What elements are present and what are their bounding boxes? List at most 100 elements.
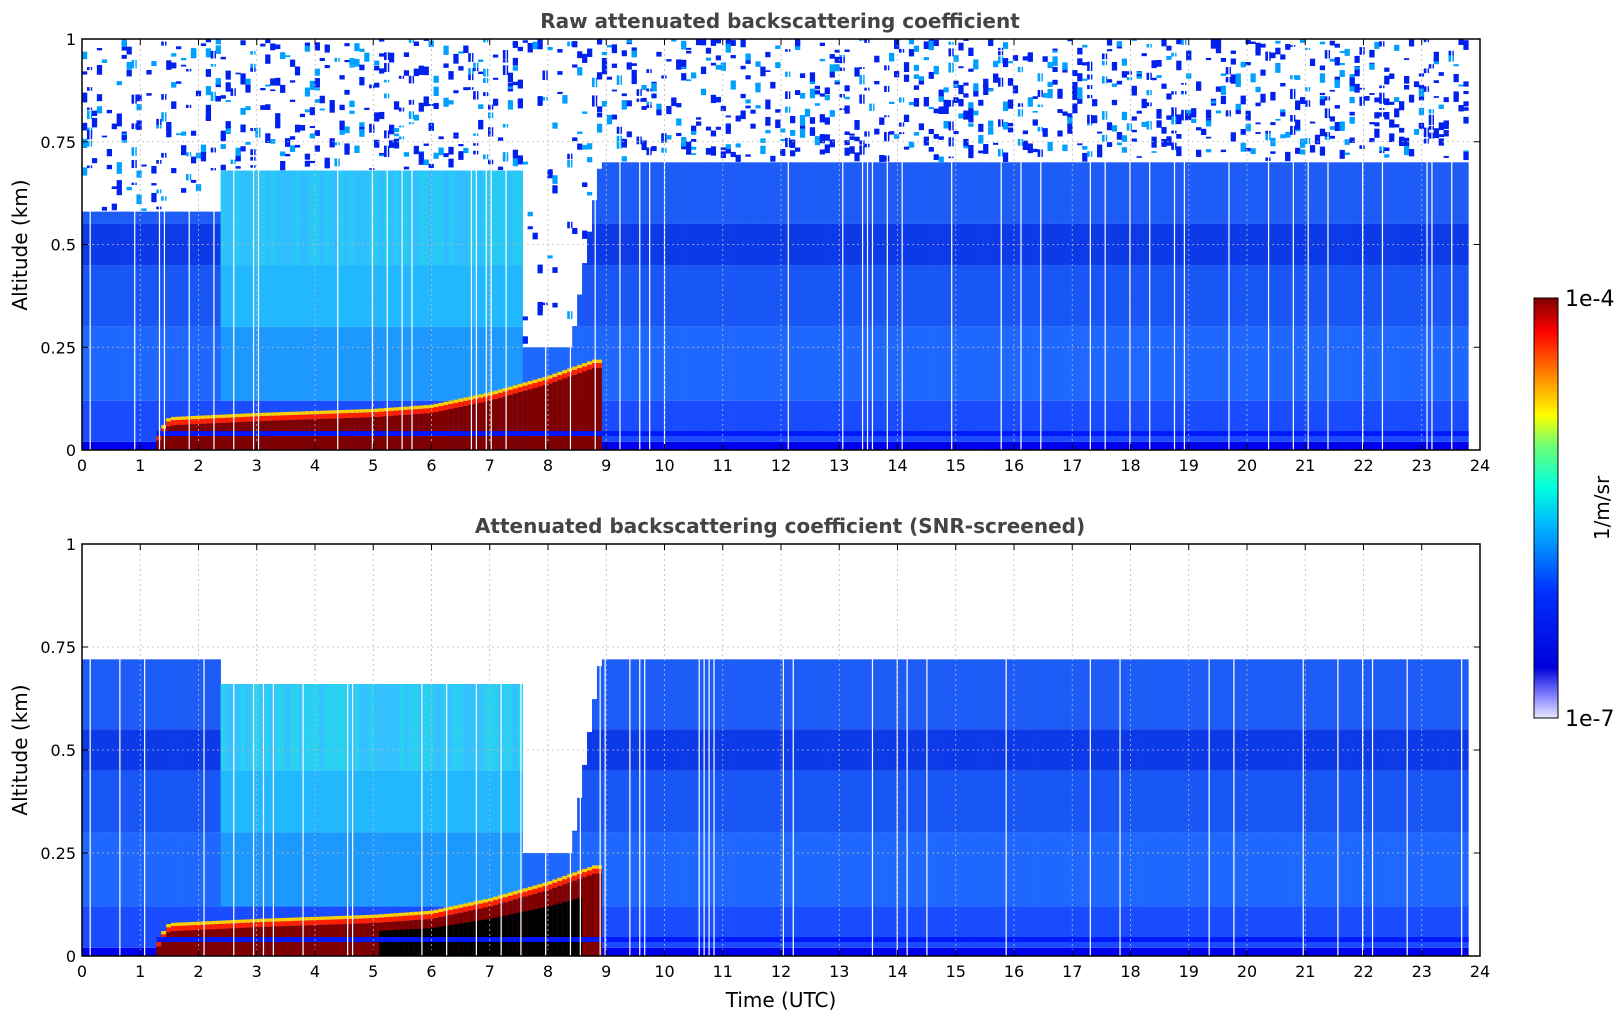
heatmap-cell — [587, 265, 593, 327]
heatmap-cell — [240, 919, 246, 923]
heatmap-cell — [483, 937, 489, 942]
heatmap-cell — [735, 400, 741, 442]
heatmap-cell — [96, 326, 103, 401]
heatmap-cell — [235, 770, 241, 833]
heatmap-cell — [903, 400, 910, 442]
heatmap-cell — [1012, 55, 1019, 61]
heatmap-cell — [374, 832, 380, 907]
heatmap-cell — [280, 160, 286, 171]
heatmap-cell — [111, 906, 117, 948]
heatmap-cell — [1270, 122, 1276, 126]
heatmap-cell — [393, 684, 400, 771]
heatmap-cell — [384, 145, 390, 155]
heatmap-cell — [91, 906, 98, 948]
heatmap-cell — [1131, 441, 1137, 450]
heatmap-column — [478, 684, 484, 956]
heatmap-cell — [1384, 162, 1390, 224]
heatmap-cell — [289, 917, 296, 921]
heatmap-cell — [334, 937, 340, 942]
heatmap-column — [760, 66, 766, 450]
heatmap-cell — [294, 917, 301, 921]
heatmap-cell — [309, 265, 316, 327]
heatmap-cell — [364, 937, 370, 942]
heatmap-cell — [106, 947, 113, 956]
heatmap-cell — [126, 832, 132, 907]
heatmap-cell — [161, 832, 167, 907]
heatmap-cell — [185, 930, 192, 956]
heatmap-cell — [423, 937, 429, 942]
heatmap-cell — [1280, 109, 1286, 113]
heatmap-cell — [294, 170, 301, 224]
heatmap-cell — [963, 400, 969, 442]
heatmap-cell — [185, 937, 192, 942]
heatmap-cell — [96, 47, 103, 51]
heatmap-column — [809, 72, 816, 450]
heatmap-cell — [1329, 265, 1335, 327]
heatmap-cell — [131, 770, 137, 833]
heatmap-column — [1057, 88, 1063, 450]
heatmap-cell — [458, 398, 464, 402]
heatmap-cell — [1329, 58, 1335, 62]
heatmap-cell — [1280, 431, 1286, 437]
heatmap-cell — [190, 770, 197, 833]
heatmap-cell — [339, 265, 345, 327]
heatmap-cell — [1022, 140, 1028, 151]
heatmap-cell — [700, 66, 707, 75]
heatmap-cell — [1191, 265, 1197, 327]
heatmap-cell — [1423, 86, 1430, 92]
heatmap-cell — [185, 770, 192, 833]
heatmap-cell — [220, 95, 226, 99]
heatmap-cell — [240, 124, 246, 133]
heatmap-cell — [760, 66, 766, 77]
heatmap-cell — [1275, 265, 1281, 327]
heatmap-cell — [1403, 162, 1410, 224]
heatmap-cell — [488, 684, 494, 771]
heatmap-cell — [1027, 53, 1033, 57]
heatmap-cell — [1230, 132, 1236, 142]
heatmap-cell — [106, 659, 113, 730]
heatmap-cell — [369, 431, 375, 437]
x-tick-label: 11 — [713, 456, 733, 475]
heatmap-cell — [1092, 115, 1098, 124]
heatmap-cell — [195, 419, 202, 424]
heatmap-cell — [289, 170, 296, 266]
heatmap-cell — [418, 937, 424, 942]
heatmap-cell — [329, 326, 335, 401]
heatmap-cell — [799, 121, 806, 126]
heatmap-cell — [814, 103, 821, 106]
heatmap-cell — [1240, 142, 1246, 152]
heatmap-cell — [473, 904, 479, 910]
heatmap-cell — [1399, 101, 1405, 111]
heatmap-column — [1067, 39, 1073, 450]
heatmap-cell — [1443, 121, 1449, 129]
heatmap-cell — [903, 114, 910, 123]
heatmap-cell — [993, 223, 999, 266]
heatmap-cell — [750, 265, 756, 327]
heatmap-cell — [1463, 81, 1469, 87]
heatmap-column — [1077, 47, 1083, 450]
heatmap-cell — [621, 223, 627, 266]
heatmap-cell — [121, 54, 127, 59]
heatmap-cell — [260, 105, 266, 110]
heatmap-cell — [1077, 162, 1083, 224]
heatmap-cell — [794, 147, 801, 152]
heatmap-cell — [829, 110, 835, 117]
heatmap-cell — [507, 892, 514, 896]
heatmap-column — [101, 659, 108, 956]
heatmap-cell — [1295, 100, 1301, 111]
heatmap-cell — [666, 105, 672, 115]
heatmap-cell — [715, 39, 722, 44]
heatmap-cell — [720, 265, 726, 327]
heatmap-column — [1334, 43, 1340, 450]
heatmap-cell — [492, 900, 499, 905]
heatmap-cell — [473, 66, 479, 72]
heatmap-cell — [720, 431, 726, 437]
heatmap-cell — [111, 659, 117, 730]
heatmap-cell — [512, 431, 519, 437]
heatmap-column — [166, 659, 172, 956]
heatmap-cell — [1042, 128, 1048, 137]
heatmap-cell — [354, 223, 360, 266]
heatmap-cell — [235, 422, 241, 450]
heatmap-cell — [176, 659, 182, 730]
heatmap-cell — [889, 326, 895, 401]
